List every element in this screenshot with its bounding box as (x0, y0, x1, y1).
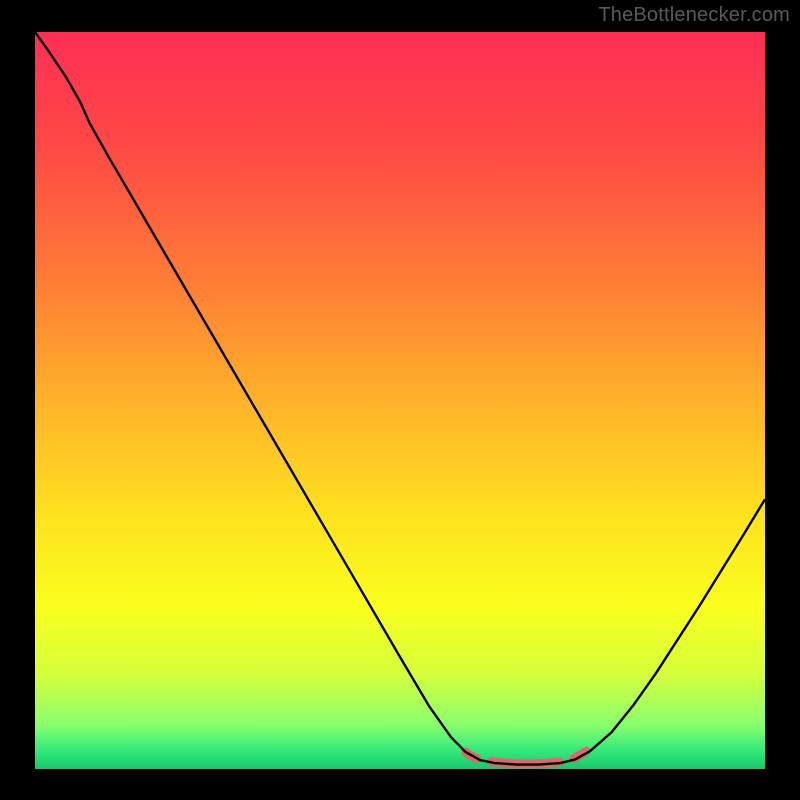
chart-frame: TheBottlenecker.com (0, 0, 800, 800)
watermark-text: TheBottlenecker.com (598, 4, 790, 27)
valley-curve (35, 32, 765, 765)
curve-layer (35, 32, 765, 769)
plot-area (35, 32, 765, 769)
